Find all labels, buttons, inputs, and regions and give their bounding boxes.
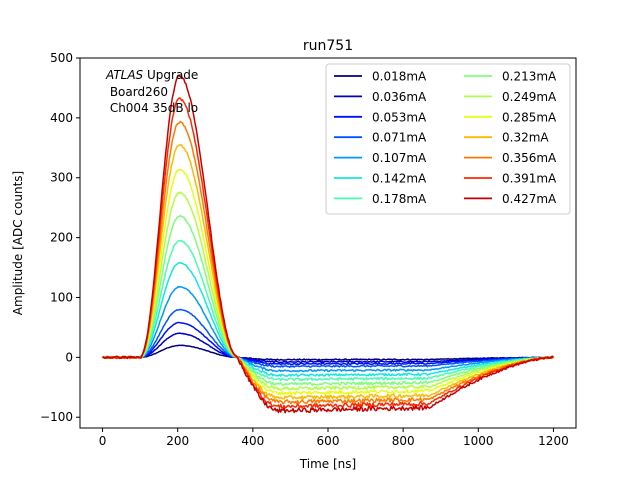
annotation-atlas: ATLAS xyxy=(105,68,144,82)
legend-label: 0.142mA xyxy=(372,172,427,186)
legend-label: 0.427mA xyxy=(502,192,557,206)
series-line-0.071mA xyxy=(102,308,554,368)
y-tick-label: −100 xyxy=(40,410,73,424)
y-axis: −100 0 100 200 300 400 500 xyxy=(40,51,80,424)
annotation-line-1: ATLAS Upgrade xyxy=(105,68,198,82)
legend-label: 0.285mA xyxy=(502,110,557,124)
chart-title: run751 xyxy=(303,38,353,54)
annotation-line-2: Board260 xyxy=(106,85,168,99)
y-tick-label: 200 xyxy=(50,231,73,245)
series-line-0.142mA xyxy=(102,261,554,377)
legend-label: 0.178mA xyxy=(372,192,427,206)
x-axis: 0 200 400 600 800 1000 1200 xyxy=(99,428,569,448)
legend-label: 0.356mA xyxy=(502,151,557,165)
x-tick-label: 1200 xyxy=(538,434,569,448)
plot-area xyxy=(101,75,554,414)
legend-label: 0.053mA xyxy=(372,110,427,124)
series-line-0.285mA xyxy=(102,168,554,396)
y-tick-label: 300 xyxy=(50,171,73,185)
series-line-0.249mA xyxy=(102,191,554,391)
annotation-line-3: Ch004 35dB lo xyxy=(106,101,198,115)
series-line-0.427mA xyxy=(102,75,554,414)
legend-label: 0.107mA xyxy=(372,151,427,165)
y-tick-label: 100 xyxy=(50,290,73,304)
annotation: ATLAS Upgrade Board260 Ch004 35dB lo xyxy=(105,68,198,115)
series-line-0.107mA xyxy=(102,285,554,373)
series-line-0.053mA xyxy=(102,321,554,366)
series-group xyxy=(101,75,554,414)
annotation-upgrade: Upgrade xyxy=(143,68,198,82)
series-line-0.213mA xyxy=(102,214,554,387)
series-line-0.036mA xyxy=(102,332,554,364)
legend-label: 0.036mA xyxy=(372,90,427,104)
legend-label: 0.32mA xyxy=(502,131,549,145)
legend-label: 0.391mA xyxy=(502,172,557,186)
series-line-0.391mA xyxy=(102,97,554,409)
legend-frame xyxy=(325,63,571,215)
series-line-0.178mA xyxy=(102,239,554,382)
legend: 0.018mA 0.036mA 0.053mA 0.071mA 0.107mA 0.142… xyxy=(325,63,571,215)
legend-label: 0.018mA xyxy=(372,70,427,84)
y-tick-label: 400 xyxy=(50,111,73,125)
y-tick-label: 0 xyxy=(65,350,73,364)
x-tick-label: 1000 xyxy=(463,434,494,448)
x-tick-label: 800 xyxy=(392,434,415,448)
legend-label: 0.071mA xyxy=(372,131,427,145)
x-axis-label: Time [ns] xyxy=(299,457,356,471)
legend-label: 0.213mA xyxy=(502,70,557,84)
y-tick-label: 500 xyxy=(50,51,73,65)
series-line-0.356mA xyxy=(101,120,554,405)
y-axis-label: Amplitude [ADC counts] xyxy=(11,171,25,315)
x-tick-label: 200 xyxy=(166,434,189,448)
x-tick-label: 0 xyxy=(99,434,107,448)
x-tick-label: 400 xyxy=(241,434,264,448)
legend-label: 0.249mA xyxy=(502,90,557,104)
x-tick-label: 600 xyxy=(317,434,340,448)
legend-items: 0.018mA 0.036mA 0.053mA 0.071mA 0.107mA 0.142… xyxy=(334,70,557,206)
